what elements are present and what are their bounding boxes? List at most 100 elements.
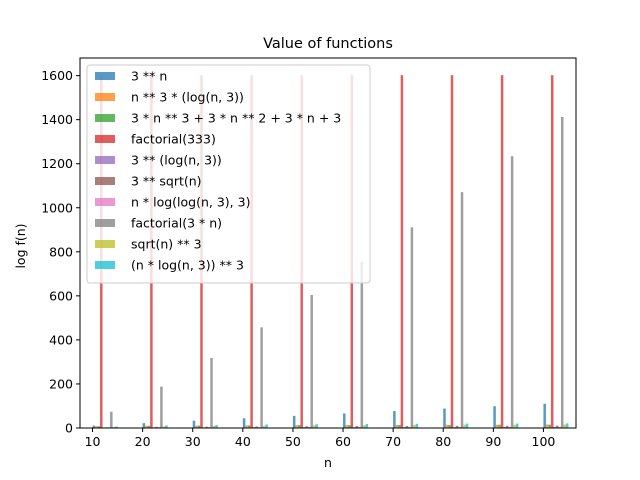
x-tick-label: 20 [135, 434, 151, 449]
x-tick-label: 70 [385, 434, 401, 449]
bar [405, 426, 409, 428]
bar [155, 426, 158, 428]
x-tick-label: 40 [235, 434, 251, 449]
legend-label: sqrt(n) ** 3 [131, 237, 202, 252]
legend-swatch [95, 198, 115, 206]
bar [297, 425, 301, 428]
bar [553, 426, 556, 428]
bar [515, 423, 519, 428]
bar [443, 408, 446, 428]
bar [365, 424, 369, 428]
bar [215, 424, 218, 428]
bar [145, 425, 148, 428]
bar [160, 386, 163, 428]
chart-title: Value of functions [263, 36, 393, 52]
y-tick-label: 1000 [41, 200, 73, 215]
bar [92, 425, 96, 428]
legend-frame [86, 64, 371, 284]
bar [545, 424, 549, 428]
legend-label: (n * log(n, 3)) ** 3 [131, 258, 244, 273]
bar [260, 327, 263, 428]
bar [192, 420, 196, 428]
y-tick-label: 400 [49, 332, 73, 347]
legend-label: 3 * n ** 3 + 3 * n ** 2 + 3 * n + 3 [131, 111, 341, 126]
x-tick-label: 90 [485, 434, 501, 449]
y-tick-label: 200 [49, 376, 73, 391]
bar [395, 424, 399, 428]
bar [348, 425, 351, 428]
bar [360, 261, 364, 428]
x-tick-label: 80 [435, 434, 451, 449]
bar [415, 423, 419, 428]
y-axis-ticks: 0 200 400 600 800 1000 1200 1400 1600 [41, 68, 80, 436]
bar [465, 423, 469, 428]
legend-swatch [95, 219, 115, 227]
bar [543, 403, 546, 428]
legend-swatch [95, 261, 115, 269]
legend-label: n ** 3 * (log(n, 3)) [131, 90, 244, 105]
bar [292, 415, 296, 428]
bar [310, 294, 313, 428]
bar [398, 424, 401, 428]
bar [315, 424, 318, 428]
bar [445, 424, 449, 428]
legend-swatch [95, 72, 115, 80]
bar [400, 75, 404, 428]
bar [498, 424, 501, 428]
bar [460, 192, 464, 428]
bar [247, 425, 251, 428]
bar [265, 424, 268, 428]
bar [558, 426, 561, 428]
bar [242, 418, 246, 428]
y-tick-label: 1200 [41, 156, 73, 171]
legend: 3 ** n n ** 3 * (log(n, 3)) 3 * n ** 3 + 3… [86, 64, 371, 284]
legend-swatch [95, 93, 115, 101]
x-axis-ticks: 10 20 30 40 50 60 70 80 90 100 [85, 428, 555, 449]
bar [455, 425, 459, 428]
legend-swatch [95, 156, 115, 164]
bar [205, 426, 208, 428]
bar [345, 424, 349, 428]
bar [500, 75, 504, 428]
bar [95, 426, 98, 428]
y-tick-label: 0 [65, 421, 73, 436]
bar [463, 424, 466, 428]
plot-frame [79, 57, 577, 429]
legend-label: 3 ** (log(n, 3)) [131, 153, 222, 168]
bar [210, 357, 213, 428]
legend-swatch [95, 135, 115, 143]
bar [165, 425, 168, 428]
x-tick-label: 50 [285, 434, 301, 449]
bar [393, 411, 396, 428]
legend-swatch [95, 240, 115, 248]
bar [355, 426, 359, 428]
y-tick-label: 800 [49, 244, 73, 259]
x-tick-label: 60 [335, 434, 351, 449]
bar [555, 425, 559, 428]
bar [410, 227, 414, 428]
bar [363, 425, 366, 428]
bar [312, 425, 316, 428]
bar [295, 425, 298, 428]
bar [508, 426, 511, 428]
bar [195, 425, 198, 428]
y-tick-label: 1600 [41, 68, 73, 83]
legend-label: 3 ** n [131, 69, 167, 84]
bar [307, 426, 311, 428]
legend-label: 3 ** sqrt(n) [131, 174, 202, 189]
bar [142, 423, 146, 428]
x-tick-label: 10 [85, 434, 101, 449]
bar [458, 426, 461, 428]
bar [548, 424, 551, 428]
bar [212, 426, 216, 428]
bar [115, 426, 118, 428]
bar [343, 413, 346, 428]
bar [262, 425, 266, 428]
bar [162, 426, 166, 428]
legend-swatch [95, 177, 115, 185]
bar [560, 117, 564, 429]
bar [197, 425, 201, 428]
bar [305, 426, 308, 428]
legend-swatch [95, 114, 115, 122]
